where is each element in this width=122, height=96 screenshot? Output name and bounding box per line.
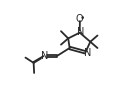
Text: N: N bbox=[76, 27, 84, 37]
Text: •: • bbox=[79, 14, 85, 23]
Text: O: O bbox=[76, 14, 83, 24]
Text: N: N bbox=[41, 51, 49, 61]
Text: N: N bbox=[84, 48, 92, 58]
